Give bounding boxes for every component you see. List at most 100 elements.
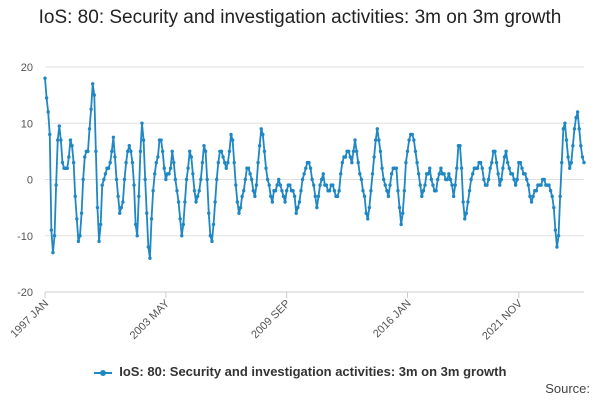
data-point[interactable] <box>499 177 504 182</box>
data-point[interactable] <box>302 172 306 176</box>
data-point[interactable] <box>396 189 400 193</box>
data-point[interactable] <box>555 245 559 249</box>
data-point[interactable] <box>192 189 197 193</box>
data-point[interactable] <box>490 160 494 165</box>
data-point[interactable] <box>269 194 273 199</box>
data-point[interactable] <box>442 172 446 176</box>
data-point[interactable] <box>429 177 434 182</box>
data-point[interactable] <box>270 200 275 204</box>
data-point[interactable] <box>434 189 438 193</box>
data-point[interactable] <box>292 194 297 199</box>
data-point[interactable] <box>211 222 216 227</box>
data-point[interactable] <box>561 127 566 131</box>
data-point[interactable] <box>369 189 373 193</box>
data-point[interactable] <box>351 149 356 154</box>
data-point[interactable] <box>513 183 518 187</box>
data-point[interactable] <box>124 160 128 165</box>
data-point[interactable] <box>464 211 469 215</box>
data-point[interactable] <box>178 217 182 221</box>
data-point[interactable] <box>140 121 144 125</box>
data-point[interactable] <box>91 82 95 86</box>
data-point[interactable] <box>43 76 47 80</box>
data-point[interactable] <box>216 160 221 165</box>
data-point[interactable] <box>49 228 54 232</box>
data-point[interactable] <box>205 177 209 182</box>
data-point[interactable] <box>388 183 392 187</box>
data-point[interactable] <box>402 189 407 193</box>
data-point[interactable] <box>579 144 583 148</box>
data-point[interactable] <box>267 183 271 187</box>
data-point[interactable] <box>439 166 443 170</box>
data-point[interactable] <box>319 177 324 182</box>
data-point[interactable] <box>277 177 281 182</box>
data-point[interactable] <box>415 160 419 165</box>
data-point[interactable] <box>132 183 136 187</box>
data-point[interactable] <box>458 144 462 148</box>
data-point[interactable] <box>253 194 257 199</box>
data-point[interactable] <box>60 160 65 165</box>
data-point[interactable] <box>410 132 414 137</box>
data-point[interactable] <box>426 172 430 176</box>
data-point[interactable] <box>361 189 365 193</box>
data-point[interactable] <box>116 194 120 199</box>
data-point[interactable] <box>370 172 375 176</box>
data-point[interactable] <box>219 149 224 154</box>
data-point[interactable] <box>257 144 262 148</box>
data-point[interactable] <box>405 149 410 154</box>
data-point[interactable] <box>420 194 424 199</box>
data-point[interactable] <box>485 183 489 187</box>
data-point[interactable] <box>102 177 106 182</box>
data-point[interactable] <box>284 189 289 193</box>
data-point[interactable] <box>451 194 456 199</box>
data-point[interactable] <box>180 234 184 238</box>
data-point[interactable] <box>421 189 426 193</box>
data-point[interactable] <box>343 155 348 159</box>
data-point[interactable] <box>51 250 55 255</box>
data-point[interactable] <box>143 177 147 182</box>
data-point[interactable] <box>577 127 581 131</box>
data-point[interactable] <box>210 239 214 244</box>
data-point[interactable] <box>378 149 383 154</box>
data-point[interactable] <box>358 172 362 176</box>
data-point[interactable] <box>243 177 248 182</box>
data-point[interactable] <box>227 149 232 154</box>
data-point[interactable] <box>553 228 558 232</box>
data-point[interactable] <box>156 155 160 159</box>
data-point[interactable] <box>466 200 470 204</box>
data-point[interactable] <box>469 177 473 182</box>
data-point[interactable] <box>574 115 578 120</box>
data-point[interactable] <box>141 138 146 142</box>
data-point[interactable] <box>380 166 384 170</box>
data-point[interactable] <box>68 138 73 142</box>
data-point[interactable] <box>81 177 85 182</box>
data-point[interactable] <box>296 205 300 210</box>
data-point[interactable] <box>498 183 502 187</box>
data-point[interactable] <box>312 183 316 187</box>
data-point[interactable] <box>575 110 580 114</box>
data-point[interactable] <box>300 177 305 182</box>
data-point[interactable] <box>118 211 122 215</box>
data-point[interactable] <box>486 177 491 182</box>
data-point[interactable] <box>100 183 104 187</box>
data-point[interactable] <box>291 189 295 193</box>
data-point[interactable] <box>310 177 314 182</box>
data-point[interactable] <box>397 205 402 210</box>
data-point[interactable] <box>354 149 359 154</box>
data-point[interactable] <box>221 155 225 159</box>
data-point[interactable] <box>515 177 519 182</box>
data-point[interactable] <box>246 166 251 170</box>
data-point[interactable] <box>383 183 387 187</box>
data-point[interactable] <box>308 166 313 170</box>
data-point[interactable] <box>556 234 561 238</box>
data-point[interactable] <box>159 138 163 142</box>
data-point[interactable] <box>493 149 497 154</box>
data-point[interactable] <box>191 172 195 176</box>
data-point[interactable] <box>346 149 351 154</box>
data-point[interactable] <box>181 222 186 227</box>
data-point[interactable] <box>399 222 403 227</box>
data-point[interactable] <box>332 189 337 193</box>
data-point[interactable] <box>232 160 236 165</box>
data-point[interactable] <box>226 160 230 165</box>
data-point[interactable] <box>437 172 442 176</box>
data-point[interactable] <box>459 166 464 170</box>
